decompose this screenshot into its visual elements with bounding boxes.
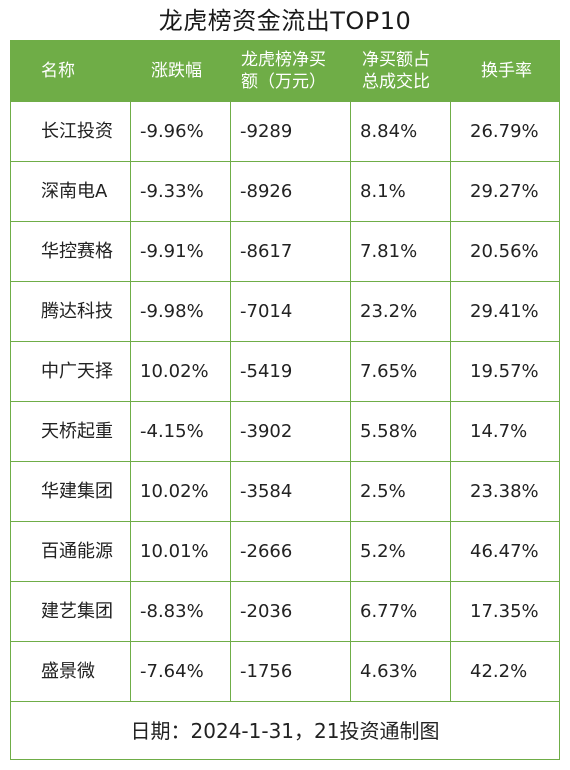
net-buy-ratio: 8.1% bbox=[360, 181, 406, 202]
turnover-rate: 14.7% bbox=[470, 421, 528, 442]
turnover-rate: 46.47% bbox=[470, 541, 539, 562]
net-buy-ratio: 2.5% bbox=[360, 481, 406, 502]
net-buy-amount: -8926 bbox=[240, 181, 293, 202]
stock-name: 建艺集团 bbox=[41, 601, 113, 622]
header-net-buy: 龙虎榜净买 额（万元） bbox=[241, 50, 326, 92]
change-pct: 10.01% bbox=[140, 541, 209, 562]
table-row: 百通能源 10.01% -2666 5.2% 46.47% bbox=[11, 521, 559, 581]
turnover-rate: 42.2% bbox=[470, 661, 528, 682]
change-pct: -9.98% bbox=[140, 301, 204, 322]
change-pct: -9.91% bbox=[140, 241, 204, 262]
net-buy-ratio: 6.77% bbox=[360, 601, 418, 622]
table-row: 中广天择 10.02% -5419 7.65% 19.57% bbox=[11, 341, 559, 401]
header-turnover: 换手率 bbox=[481, 61, 532, 81]
net-buy-amount: -1756 bbox=[240, 661, 293, 682]
net-buy-ratio: 7.81% bbox=[360, 241, 418, 262]
turnover-rate: 29.41% bbox=[470, 301, 539, 322]
header-name: 名称 bbox=[41, 61, 75, 81]
net-buy-ratio: 7.65% bbox=[360, 361, 418, 382]
net-buy-ratio: 5.58% bbox=[360, 421, 418, 442]
stock-name: 百通能源 bbox=[41, 541, 113, 562]
change-pct: -4.15% bbox=[140, 421, 204, 442]
turnover-rate: 17.35% bbox=[470, 601, 539, 622]
stock-name: 华控赛格 bbox=[41, 241, 113, 262]
change-pct: -9.96% bbox=[140, 121, 204, 142]
net-buy-amount: -3902 bbox=[240, 421, 293, 442]
change-pct: -7.64% bbox=[140, 661, 204, 682]
net-buy-amount: -2666 bbox=[240, 541, 293, 562]
net-buy-amount: -9289 bbox=[240, 121, 293, 142]
stock-name: 盛景微 bbox=[41, 661, 95, 682]
table-row: 华建集团 10.02% -3584 2.5% 23.38% bbox=[11, 461, 559, 521]
net-buy-amount: -5419 bbox=[240, 361, 293, 382]
table-row: 盛景微 -7.64% -1756 4.63% 42.2% bbox=[11, 641, 559, 701]
stock-name: 华建集团 bbox=[41, 481, 113, 502]
net-buy-ratio: 4.63% bbox=[360, 661, 418, 682]
table-row: 深南电A -9.33% -8926 8.1% 29.27% bbox=[11, 161, 559, 221]
footer-date-credit: 日期：2024-1-31，21投资通制图 bbox=[11, 701, 559, 759]
table-row: 天桥起重 -4.15% -3902 5.58% 14.7% bbox=[11, 401, 559, 461]
stock-name: 深南电A bbox=[41, 181, 108, 202]
net-buy-ratio: 5.2% bbox=[360, 541, 406, 562]
table-row: 华控赛格 -9.91% -8617 7.81% 20.56% bbox=[11, 221, 559, 281]
turnover-rate: 29.27% bbox=[470, 181, 539, 202]
header-change: 涨跌幅 bbox=[151, 61, 202, 81]
stock-name: 天桥起重 bbox=[41, 421, 113, 442]
net-buy-amount: -8617 bbox=[240, 241, 293, 262]
net-buy-ratio: 23.2% bbox=[360, 301, 418, 322]
stock-name: 中广天择 bbox=[41, 361, 113, 382]
header-net-buy-ratio: 净买额占 总成交比 bbox=[362, 50, 430, 92]
turnover-rate: 19.57% bbox=[470, 361, 539, 382]
change-pct: 10.02% bbox=[140, 361, 209, 382]
turnover-rate: 23.38% bbox=[470, 481, 539, 502]
table-row: 长江投资 -9.96% -9289 8.84% 26.79% bbox=[11, 101, 559, 161]
fund-outflow-table: 名称 涨跌幅 龙虎榜净买 额（万元） 净买额占 总成交比 换手率 长江投资 -9… bbox=[10, 40, 560, 760]
net-buy-amount: -7014 bbox=[240, 301, 293, 322]
net-buy-amount: -2036 bbox=[240, 601, 293, 622]
table-row: 建艺集团 -8.83% -2036 6.77% 17.35% bbox=[11, 581, 559, 641]
turnover-rate: 20.56% bbox=[470, 241, 539, 262]
change-pct: -9.33% bbox=[140, 181, 204, 202]
change-pct: -8.83% bbox=[140, 601, 204, 622]
table-row: 腾达科技 -9.98% -7014 23.2% 29.41% bbox=[11, 281, 559, 341]
stock-name: 长江投资 bbox=[41, 121, 113, 142]
page-title: 龙虎榜资金流出TOP10 bbox=[158, 7, 412, 35]
turnover-rate: 26.79% bbox=[470, 121, 539, 142]
net-buy-amount: -3584 bbox=[240, 481, 293, 502]
stock-name: 腾达科技 bbox=[41, 301, 113, 322]
table-header-row: 名称 涨跌幅 龙虎榜净买 额（万元） 净买额占 总成交比 换手率 bbox=[11, 41, 559, 101]
change-pct: 10.02% bbox=[140, 481, 209, 502]
net-buy-ratio: 8.84% bbox=[360, 121, 418, 142]
